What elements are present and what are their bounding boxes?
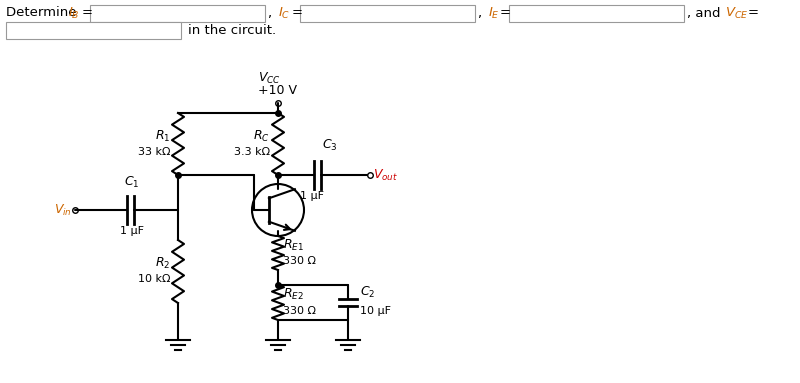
Text: 33 kΩ: 33 kΩ: [138, 147, 170, 157]
Text: $R_{E1}$: $R_{E1}$: [283, 237, 304, 252]
Text: $V_{CC}$: $V_{CC}$: [258, 70, 281, 85]
Text: $R_1$: $R_1$: [154, 128, 170, 144]
Text: 10 μF: 10 μF: [360, 306, 391, 316]
Text: $R_{E2}$: $R_{E2}$: [283, 287, 304, 302]
Text: 10 kΩ: 10 kΩ: [138, 275, 170, 285]
Text: Determine: Determine: [6, 7, 81, 20]
Text: in the circuit.: in the circuit.: [188, 23, 276, 36]
Text: $I_C$: $I_C$: [278, 5, 290, 21]
Text: $C_2$: $C_2$: [360, 285, 375, 300]
Text: 1 μF: 1 μF: [301, 191, 325, 201]
Text: $V_{in}$: $V_{in}$: [54, 203, 72, 218]
Text: =: =: [748, 7, 759, 20]
Text: $R_C$: $R_C$: [254, 128, 270, 144]
Text: $I_E$: $I_E$: [488, 5, 500, 21]
Text: =: =: [500, 7, 511, 20]
FancyBboxPatch shape: [90, 5, 265, 22]
Text: $V_{CE}$: $V_{CE}$: [725, 5, 748, 21]
Text: $I_B$: $I_B$: [68, 5, 80, 21]
Text: 3.3 kΩ: 3.3 kΩ: [234, 147, 270, 157]
Text: 330 Ω: 330 Ω: [283, 306, 316, 316]
Text: , and: , and: [687, 7, 725, 20]
Text: =: =: [82, 7, 93, 20]
Text: 1 μF: 1 μF: [120, 226, 144, 236]
Text: +10 V: +10 V: [258, 83, 297, 97]
Text: 330 Ω: 330 Ω: [283, 256, 316, 266]
Text: $C_1$: $C_1$: [124, 175, 140, 190]
FancyBboxPatch shape: [509, 5, 684, 22]
Text: $V_{out}$: $V_{out}$: [373, 167, 398, 183]
Text: $R_2$: $R_2$: [154, 256, 170, 271]
Text: =: =: [292, 7, 303, 20]
FancyBboxPatch shape: [6, 22, 181, 39]
Text: ,: ,: [478, 7, 486, 20]
Text: ,: ,: [268, 7, 276, 20]
FancyBboxPatch shape: [300, 5, 475, 22]
Text: $C_3$: $C_3$: [322, 138, 338, 153]
